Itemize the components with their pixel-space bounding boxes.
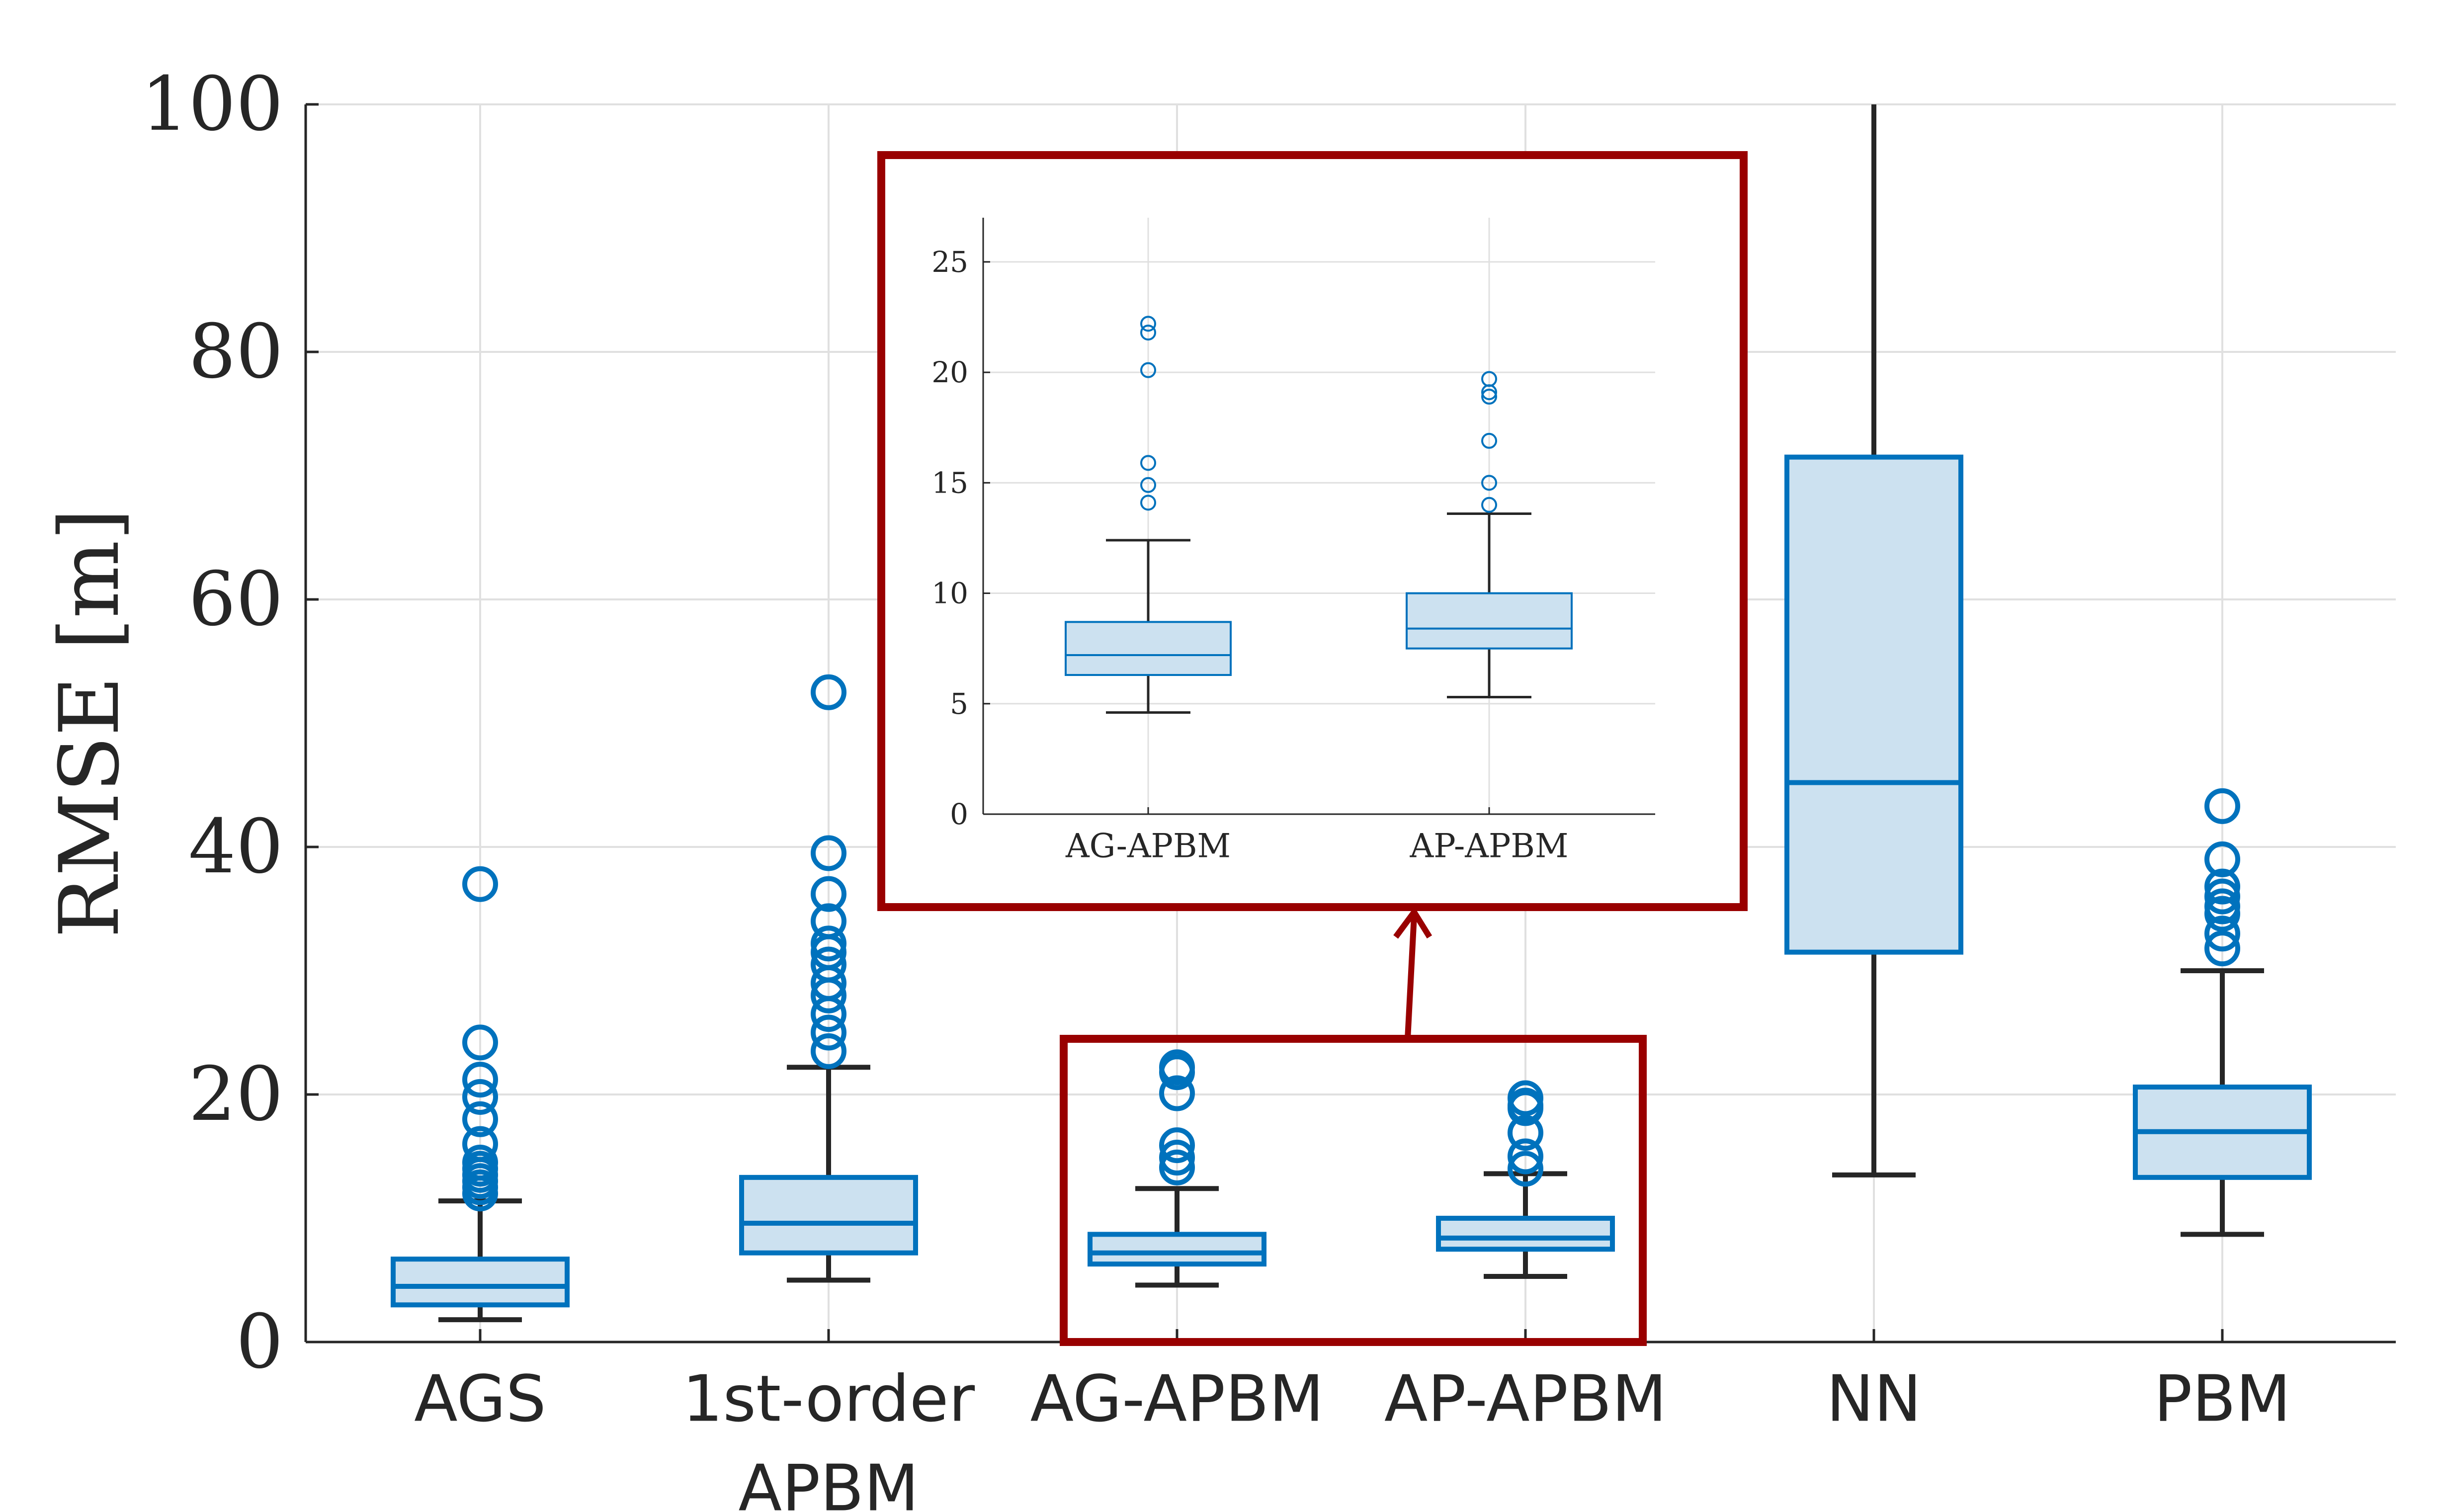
x-tick-label: AP-APBM [1384, 1362, 1667, 1436]
outlier-point [1140, 362, 1156, 378]
outlier-point [1159, 1049, 1195, 1086]
x-tick-label: AG-APBM [1065, 827, 1231, 865]
y-tick-label: 15 [931, 466, 968, 500]
outlier-point [1508, 1080, 1543, 1116]
outlier-point [811, 925, 846, 962]
outlier-point [1481, 475, 1497, 491]
y-tick-label: 20 [188, 1051, 283, 1138]
outlier-point [1159, 1075, 1195, 1111]
outlier-point [462, 1079, 498, 1115]
outlier-point [2204, 788, 2240, 824]
callout-arrow-head [1393, 907, 1433, 939]
callout-arrow-shaft [1405, 915, 1417, 1039]
outlier-point [1481, 371, 1497, 387]
outlier-point [462, 866, 498, 902]
outlier-point [2204, 916, 2240, 952]
outlier-point [1481, 389, 1497, 405]
y-tick-label: 25 [931, 245, 968, 279]
outlier-point [1140, 325, 1156, 341]
box [1065, 621, 1232, 676]
outlier-point [1508, 1138, 1543, 1175]
outlier-point [2204, 930, 2240, 967]
outlier-point [1481, 432, 1497, 449]
outlier-point [2204, 888, 2240, 924]
inset-plot: 0 5 10 15 20 25 AG-APBM AP-APBM [877, 151, 1748, 911]
outlier-point [811, 1033, 846, 1069]
box [739, 1175, 918, 1256]
box [1436, 1216, 1615, 1252]
y-tick-label: 40 [188, 804, 283, 890]
highlight-rectangle [1060, 1035, 1647, 1346]
outlier-point [1159, 1139, 1195, 1176]
outlier-point [2204, 868, 2240, 905]
outlier-point [2204, 878, 2240, 915]
x-tick-label: AP-APBM [1410, 827, 1569, 865]
zoom-callout [1060, 907, 1647, 1346]
box [1406, 592, 1573, 650]
x-tick-label: 1st-order [682, 1362, 975, 1436]
y-tick-label: 10 [931, 577, 968, 610]
x-tick-label: NN [1826, 1362, 1922, 1436]
outlier-point [1508, 1151, 1543, 1187]
outlier-point [811, 1014, 846, 1051]
outlier-point [1140, 477, 1156, 493]
outlier-point [1508, 1115, 1543, 1151]
outlier-point [1481, 497, 1497, 513]
x-tick-label: PBM [2154, 1362, 2290, 1436]
plot-area [983, 218, 1655, 814]
x-tick-label: AG-APBM [1030, 1362, 1324, 1436]
outlier-point [462, 1126, 498, 1162]
outlier-point [462, 1062, 498, 1098]
y-tick-label: 80 [188, 309, 283, 395]
outlier-point [811, 835, 846, 871]
outlier-point [462, 1144, 498, 1180]
outlier-point [1140, 316, 1156, 332]
outlier-point [1140, 455, 1156, 471]
y-tick-label: 5 [950, 687, 968, 721]
outlier-point [1159, 1127, 1195, 1164]
y-tick-label: 20 [931, 355, 968, 389]
x-tick-label: AGS [414, 1362, 546, 1436]
outlier-point [1159, 1149, 1195, 1185]
outlier-point [462, 1101, 498, 1137]
y-tick-label: 0 [950, 797, 968, 831]
outlier-point [2204, 841, 2240, 877]
y-tick-label: 60 [188, 556, 283, 643]
outlier-point [811, 876, 846, 912]
box [1784, 454, 1963, 955]
y-tick-label: 0 [236, 1299, 283, 1385]
box [391, 1257, 570, 1308]
outlier-point [462, 1024, 498, 1061]
outlier-point [811, 674, 846, 710]
outlier-point [811, 903, 846, 939]
box [1088, 1232, 1266, 1267]
y-tick-label: 100 [141, 61, 283, 148]
outlier-point [1140, 495, 1156, 511]
outlier-point [811, 946, 846, 983]
y-axis-label: RMSE [m] [42, 508, 137, 938]
x-tick-label: APBM [739, 1452, 919, 1512]
